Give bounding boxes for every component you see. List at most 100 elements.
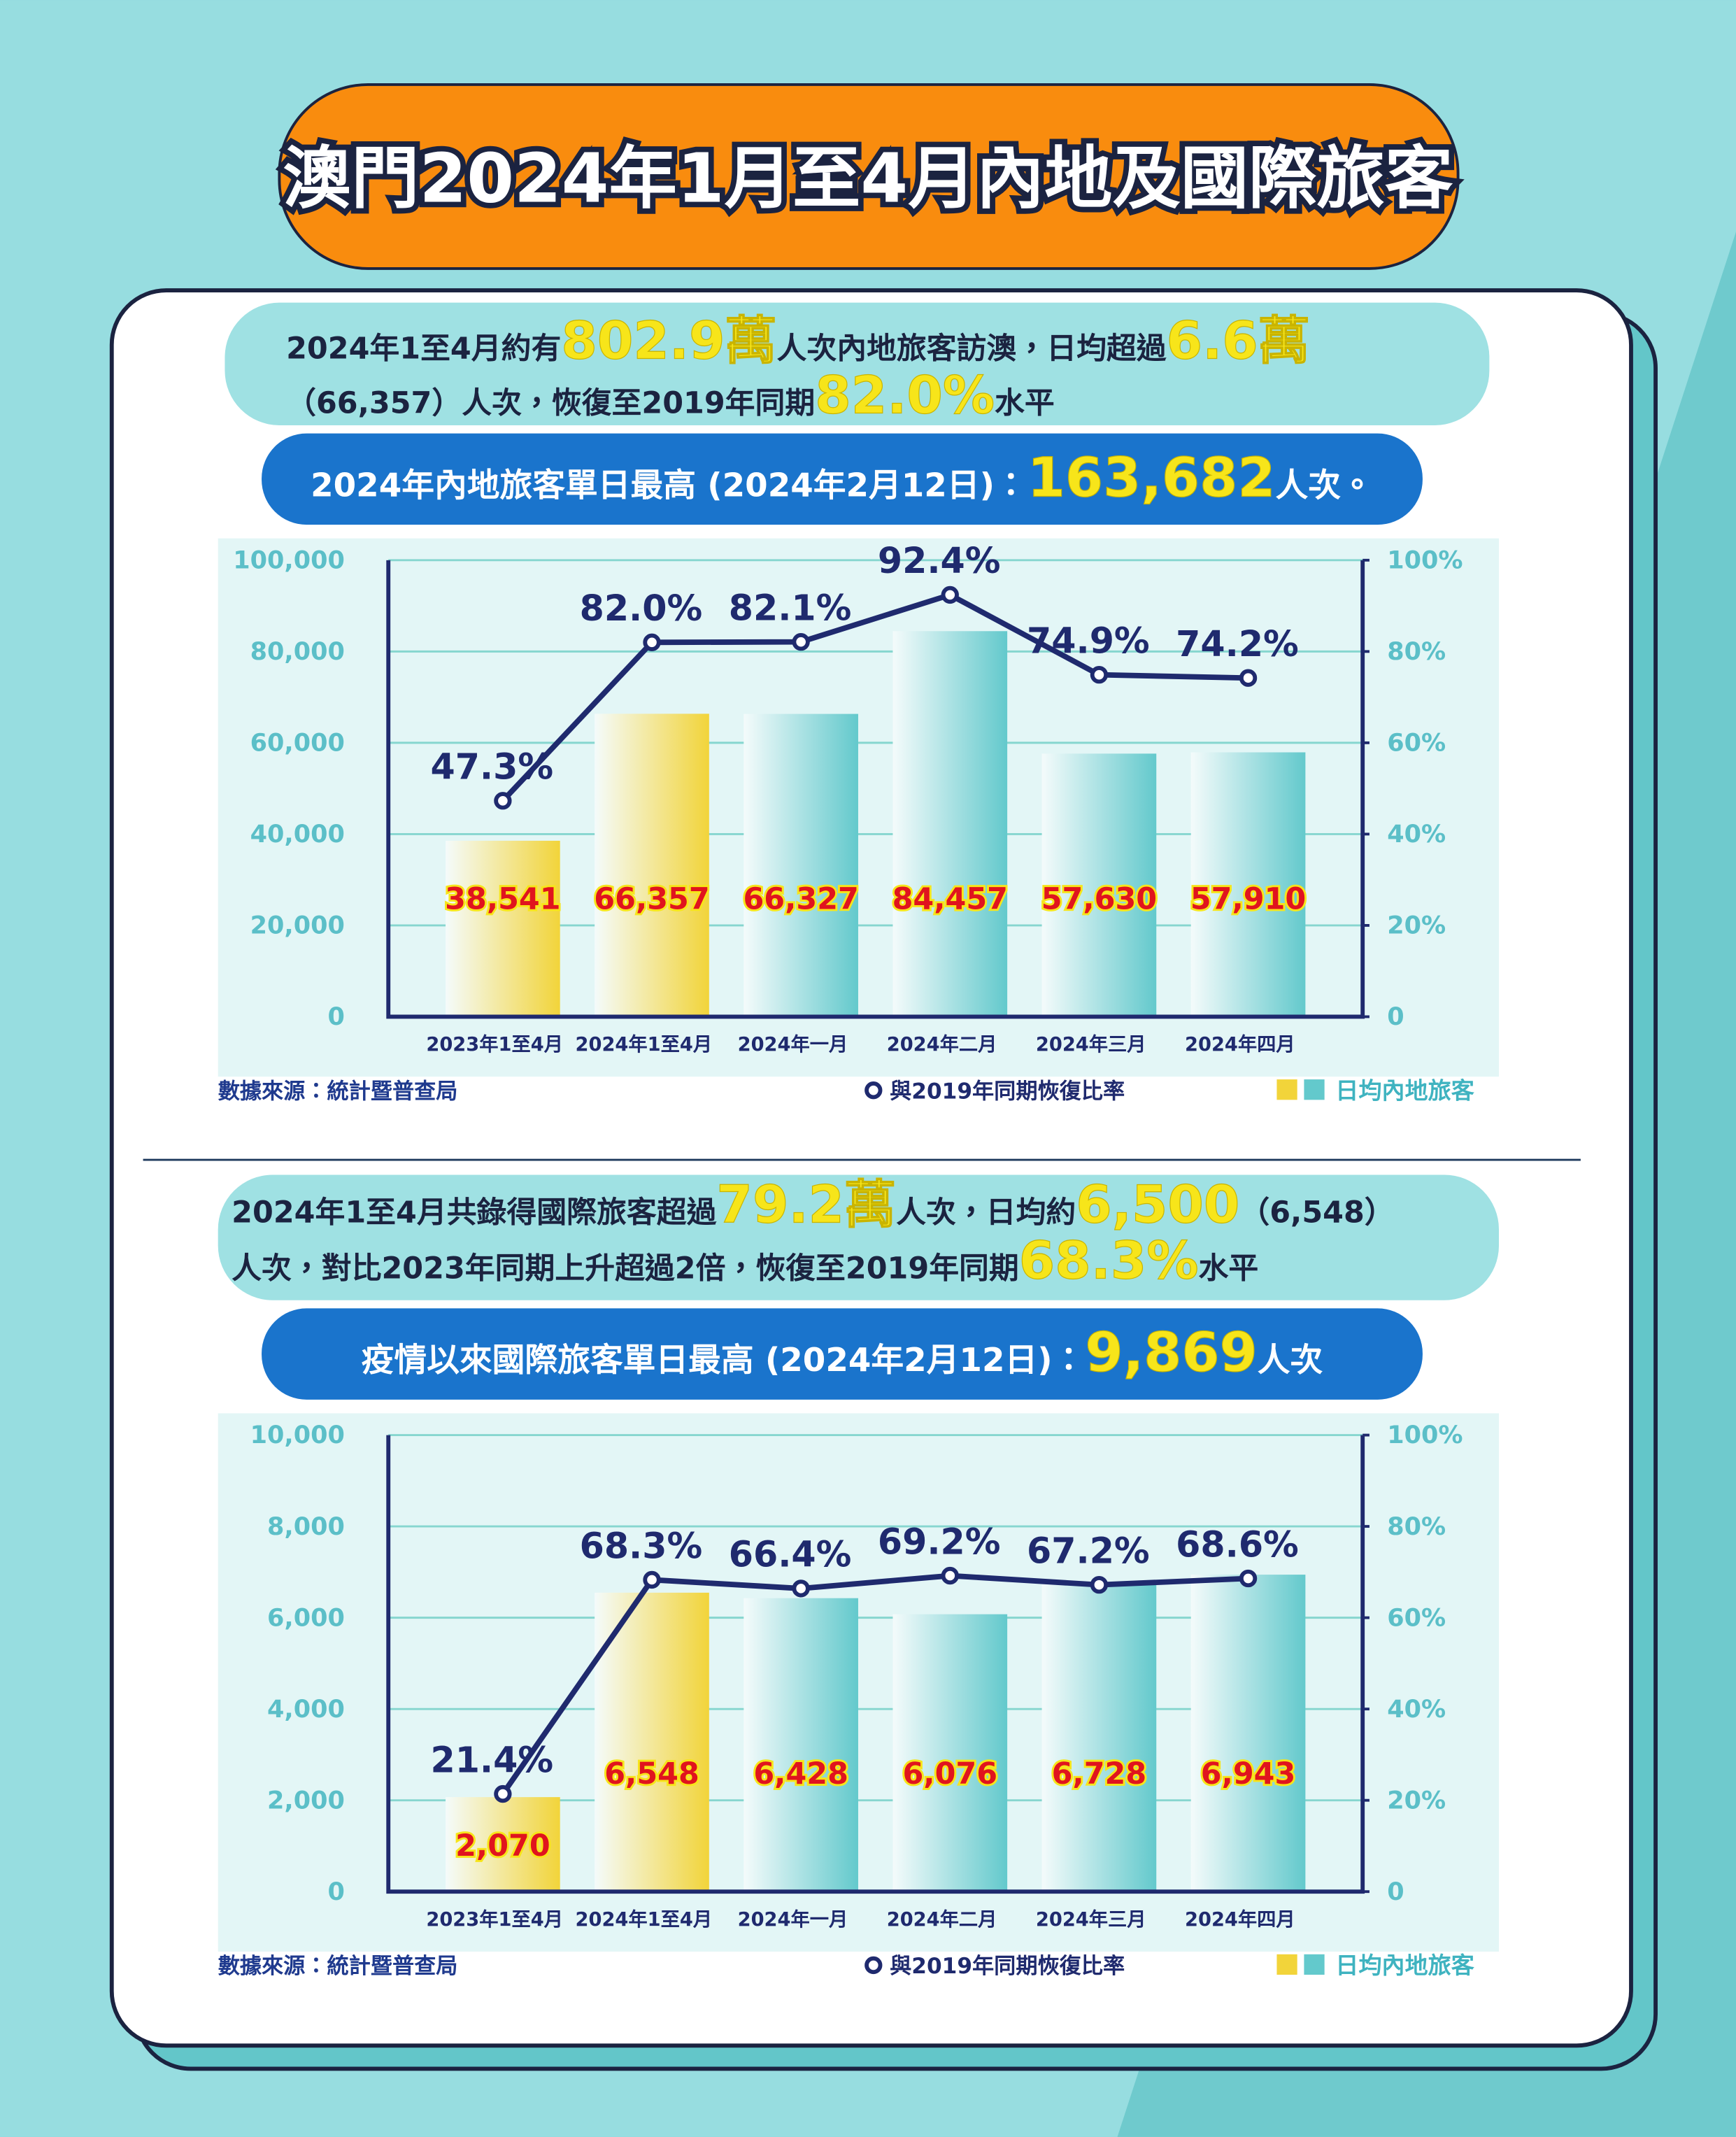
y-tick-label: 0 (328, 1002, 345, 1031)
legend-marker (865, 1081, 883, 1100)
x-tick-label: 2024年一月 (738, 1908, 848, 1931)
y2-tick-label: 100% (1387, 546, 1463, 575)
legend-swatch (1304, 1079, 1325, 1100)
bar-value-label: 57,910 (1190, 881, 1306, 916)
summary-text: 水平 (995, 385, 1055, 420)
highlight-line: 2024年內地旅客單日最高 (2024年2月12日)：163,682人次。 (311, 446, 1374, 509)
x-tick-label: 2024年二月 (887, 1908, 997, 1931)
summary-text: （66,357）人次，恢復至2019年同期 (286, 385, 815, 420)
x-tick-label: 2023年1至4月 (426, 1908, 563, 1931)
emphasis-text: 802.9萬 (561, 311, 776, 371)
summary-text: 人次，日均約 (896, 1195, 1076, 1230)
line-value-label: 82.0% (580, 588, 703, 629)
bar (446, 1797, 560, 1892)
x-tick-label: 2024年四月 (1185, 1033, 1295, 1056)
emphasis-text: 79.2萬 (716, 1175, 896, 1235)
line-marker (1090, 1575, 1109, 1594)
line-value-label: 92.4% (878, 540, 1001, 581)
y-tick-label: 40,000 (250, 820, 345, 849)
line-value-label: 82.1% (729, 587, 852, 628)
emphasis-text: 6,500 (1076, 1175, 1239, 1235)
bar (595, 1592, 709, 1892)
bar (1041, 753, 1157, 1017)
y-tick-label: 100,000 (233, 546, 345, 575)
summary-line: 人次，對比2023年同期上升超過2倍，恢復至2019年同期68.3%水平 (232, 1231, 1258, 1291)
bar (446, 840, 560, 1017)
line-marker (941, 585, 959, 604)
line-value-label: 21.4% (430, 1739, 553, 1780)
page-title: 澳門2024年1月至4月內地及國際旅客 (283, 139, 1453, 218)
legend-swatch (1276, 1954, 1297, 1975)
x-tick-label: 2024年1至4月 (576, 1033, 713, 1056)
summary-text: （6,548） (1239, 1195, 1394, 1230)
chart-background (218, 538, 1500, 1077)
summary-box (218, 1174, 1500, 1300)
y2-tick-label: 80% (1387, 637, 1446, 666)
line-marker (494, 1784, 512, 1803)
line-marker (792, 632, 810, 651)
highlight-line: 疫情以來國際旅客單日最高 (2024年2月12日)：9,869人次 (362, 1321, 1323, 1384)
summary-text: 水平 (1199, 1251, 1259, 1286)
y-tick-label: 80,000 (250, 637, 345, 666)
summary-text: 2024年1至4月約有 (286, 331, 561, 366)
bar-value-label: 66,357 (594, 881, 709, 916)
summary-line: 2024年1至4月共錄得國際旅客超過79.2萬人次，日均約6,500（6,548… (232, 1175, 1394, 1235)
y2-tick-label: 40% (1387, 820, 1446, 849)
bar (1041, 1584, 1157, 1892)
line-marker (792, 1579, 810, 1598)
source-note: 數據來源：統計暨普查局 (218, 1079, 458, 1104)
legend-label: 與2019年同期恢復比率 (890, 1954, 1125, 1979)
legend-marker (865, 1956, 883, 1975)
legend-swatch (1276, 1079, 1297, 1100)
y2-tick-label: 20% (1387, 1786, 1446, 1815)
x-tick-label: 2024年一月 (738, 1033, 848, 1056)
y-tick-label: 6,000 (267, 1603, 345, 1632)
y-tick-label: 4,000 (267, 1695, 345, 1724)
emphasis-text: 6.6萬 (1167, 311, 1310, 371)
chart-background (218, 1413, 1500, 1952)
y2-tick-label: 40% (1387, 1695, 1446, 1724)
summary-line: （66,357）人次，恢復至2019年同期82.0%水平 (286, 365, 1055, 425)
line-marker (1239, 669, 1258, 687)
line-marker (494, 792, 512, 810)
y2-tick-label: 20% (1387, 911, 1446, 940)
y2-tick-label: 60% (1387, 1603, 1446, 1632)
legend-label: 與2019年同期恢復比率 (890, 1079, 1125, 1104)
y-tick-label: 2,000 (267, 1786, 345, 1815)
x-tick-label: 2023年1至4月 (426, 1033, 563, 1056)
line-value-label: 68.3% (580, 1525, 703, 1566)
y2-tick-label: 0 (1387, 1002, 1404, 1031)
summary-box (225, 302, 1490, 425)
line-marker (1239, 1569, 1258, 1588)
bar-value-label: 6,728 (1052, 1756, 1147, 1791)
legend-swatch (1304, 1954, 1325, 1975)
bar-value-label: 6,548 (604, 1756, 699, 1791)
emphasis-text: 9,869 (1085, 1321, 1257, 1384)
bar-value-label: 84,457 (892, 881, 1008, 916)
line-value-label: 68.6% (1176, 1524, 1299, 1565)
y-tick-label: 10,000 (250, 1421, 345, 1449)
line-value-label: 66.4% (729, 1534, 852, 1575)
y-tick-label: 60,000 (250, 729, 345, 758)
line-value-label: 69.2% (878, 1521, 1001, 1562)
line-value-label: 74.9% (1027, 620, 1150, 661)
y-tick-label: 20,000 (250, 911, 345, 940)
line-value-label: 74.2% (1176, 623, 1299, 665)
y2-tick-label: 100% (1387, 1421, 1463, 1449)
summary-text: 人次。 (1276, 467, 1374, 504)
summary-line: 2024年1至4月約有802.9萬人次內地旅客訪澳，日均超過6.6萬 (286, 311, 1310, 371)
legend-label: 日均內地旅客 (1335, 1077, 1475, 1104)
line-value-label: 47.3% (430, 746, 553, 788)
bar-value-label: 6,076 (902, 1756, 997, 1791)
line (500, 1572, 1248, 1796)
line-marker (1090, 665, 1109, 684)
bar (744, 713, 858, 1017)
summary-text: 人次 (1258, 1342, 1323, 1379)
axis-frame (386, 560, 1365, 1019)
summary-text: 2024年內地旅客單日最高 (2024年2月12日)： (311, 467, 1027, 504)
x-tick-label: 2024年四月 (1185, 1908, 1295, 1931)
source-note: 數據來源：統計暨普查局 (218, 1954, 458, 1979)
y-tick-label: 0 (328, 1877, 345, 1906)
bar-value-label: 57,630 (1041, 881, 1157, 916)
